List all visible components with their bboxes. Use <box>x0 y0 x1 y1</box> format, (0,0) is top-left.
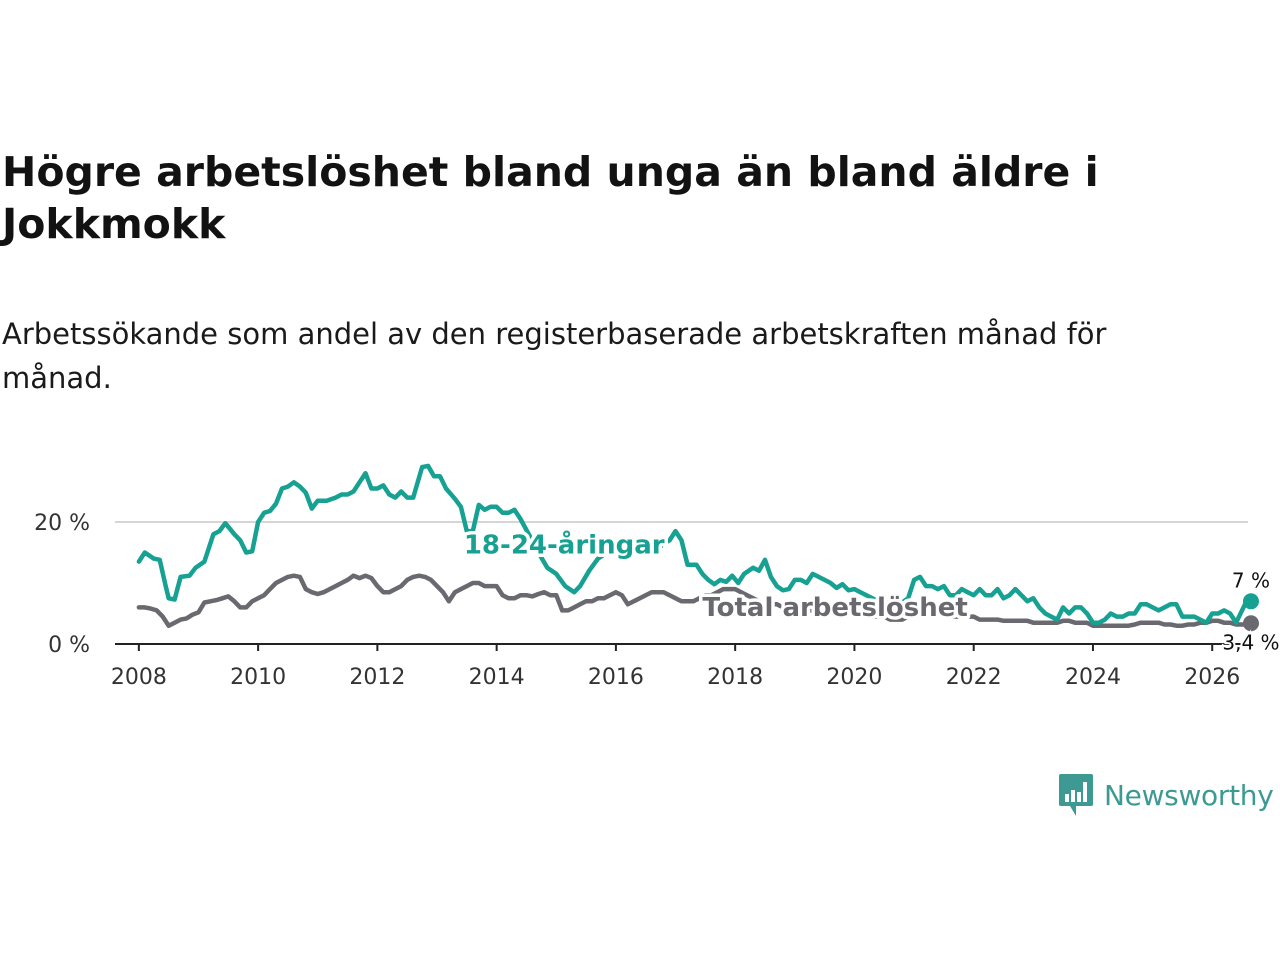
end-label-youth: 7 % <box>1232 568 1270 592</box>
label-layer: 7 % 3,4 % 18-24-åringar Total arbetslöshet <box>464 529 1280 655</box>
newsworthy-logo-icon <box>1058 772 1096 818</box>
chart-title: Högre arbetslöshet bland unga än bland ä… <box>2 146 1202 250</box>
x-tick-label: 2014 <box>469 665 525 690</box>
x-tick-label: 2018 <box>707 665 763 690</box>
x-tick-label: 2024 <box>1065 665 1121 690</box>
x-tick-label: 2022 <box>946 665 1002 690</box>
x-tick-label: 2012 <box>349 665 405 690</box>
series-line-total <box>139 576 1251 626</box>
series-label-total: Total arbetslöshet <box>702 593 967 623</box>
x-tick-label: 2020 <box>826 665 882 690</box>
end-marker-youth <box>1243 593 1259 609</box>
end-label-total: 3,4 % <box>1222 630 1279 654</box>
x-tick-label: 2008 <box>111 665 167 690</box>
y-tick-label: 20 % <box>34 511 90 536</box>
newsworthy-logo: Newsworthy <box>1058 772 1274 818</box>
end-marker-total <box>1243 615 1259 631</box>
chart-subtitle: Arbetssökande som andel av den registerb… <box>2 312 1222 400</box>
y-tick-label: 0 % <box>48 633 90 658</box>
series-label-youth: 18-24-åringar <box>464 529 665 561</box>
brand-name: Newsworthy <box>1104 779 1274 812</box>
x-tick-label: 2026 <box>1184 665 1240 690</box>
series-layer <box>139 466 1251 626</box>
x-tick-label: 2010 <box>230 665 286 690</box>
x-tick-label: 2016 <box>588 665 644 690</box>
line-chart: 0 % 20 % 2008 2010 2012 2014 2016 2018 2020 2022 2… <box>0 440 1280 720</box>
